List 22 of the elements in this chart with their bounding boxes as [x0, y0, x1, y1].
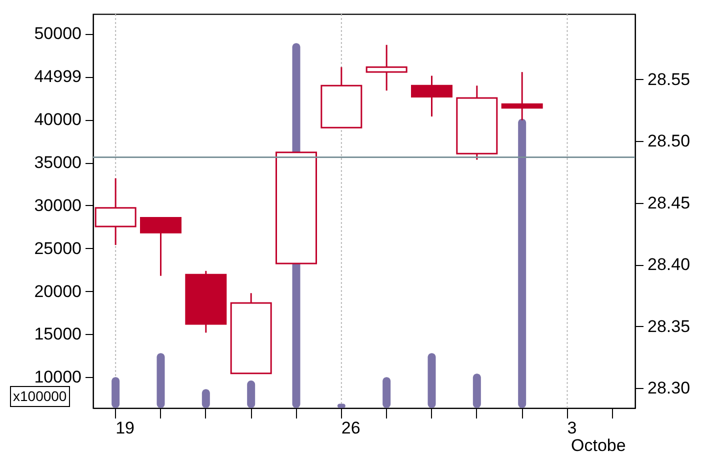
text: Octobe [571, 436, 626, 456]
y2-tick-label: 28.50 [648, 132, 690, 151]
y-tick-label: 15000 [34, 324, 82, 344]
y-tick-label: 44999 [34, 67, 82, 86]
x-tick-label: 3 [567, 418, 577, 438]
y2-tick-label: 28.45 [648, 193, 690, 212]
y-tick-label: 30000 [34, 196, 82, 215]
text: x100000 [10, 386, 70, 407]
y2-tick-label: 28.55 [648, 70, 690, 89]
y-tick-label: 40000 [34, 110, 82, 130]
y-tick-label: 50000 [34, 24, 82, 44]
y2-tick-label: 28.35 [648, 316, 690, 336]
y-tick-label: 25000 [34, 238, 82, 258]
candlestick [366, 44, 408, 92]
y-tick-label: 35000 [34, 153, 82, 172]
candlestick [501, 71, 543, 121]
x-tick-label: 19 [116, 418, 135, 438]
x-tick-label: 26 [341, 418, 360, 438]
y-tick-label: 20000 [34, 282, 82, 301]
y2-tick-label: 28.40 [648, 255, 690, 274]
y-tick-label: 10000 [34, 368, 82, 387]
y2-tick-label: 28.30 [648, 378, 690, 398]
